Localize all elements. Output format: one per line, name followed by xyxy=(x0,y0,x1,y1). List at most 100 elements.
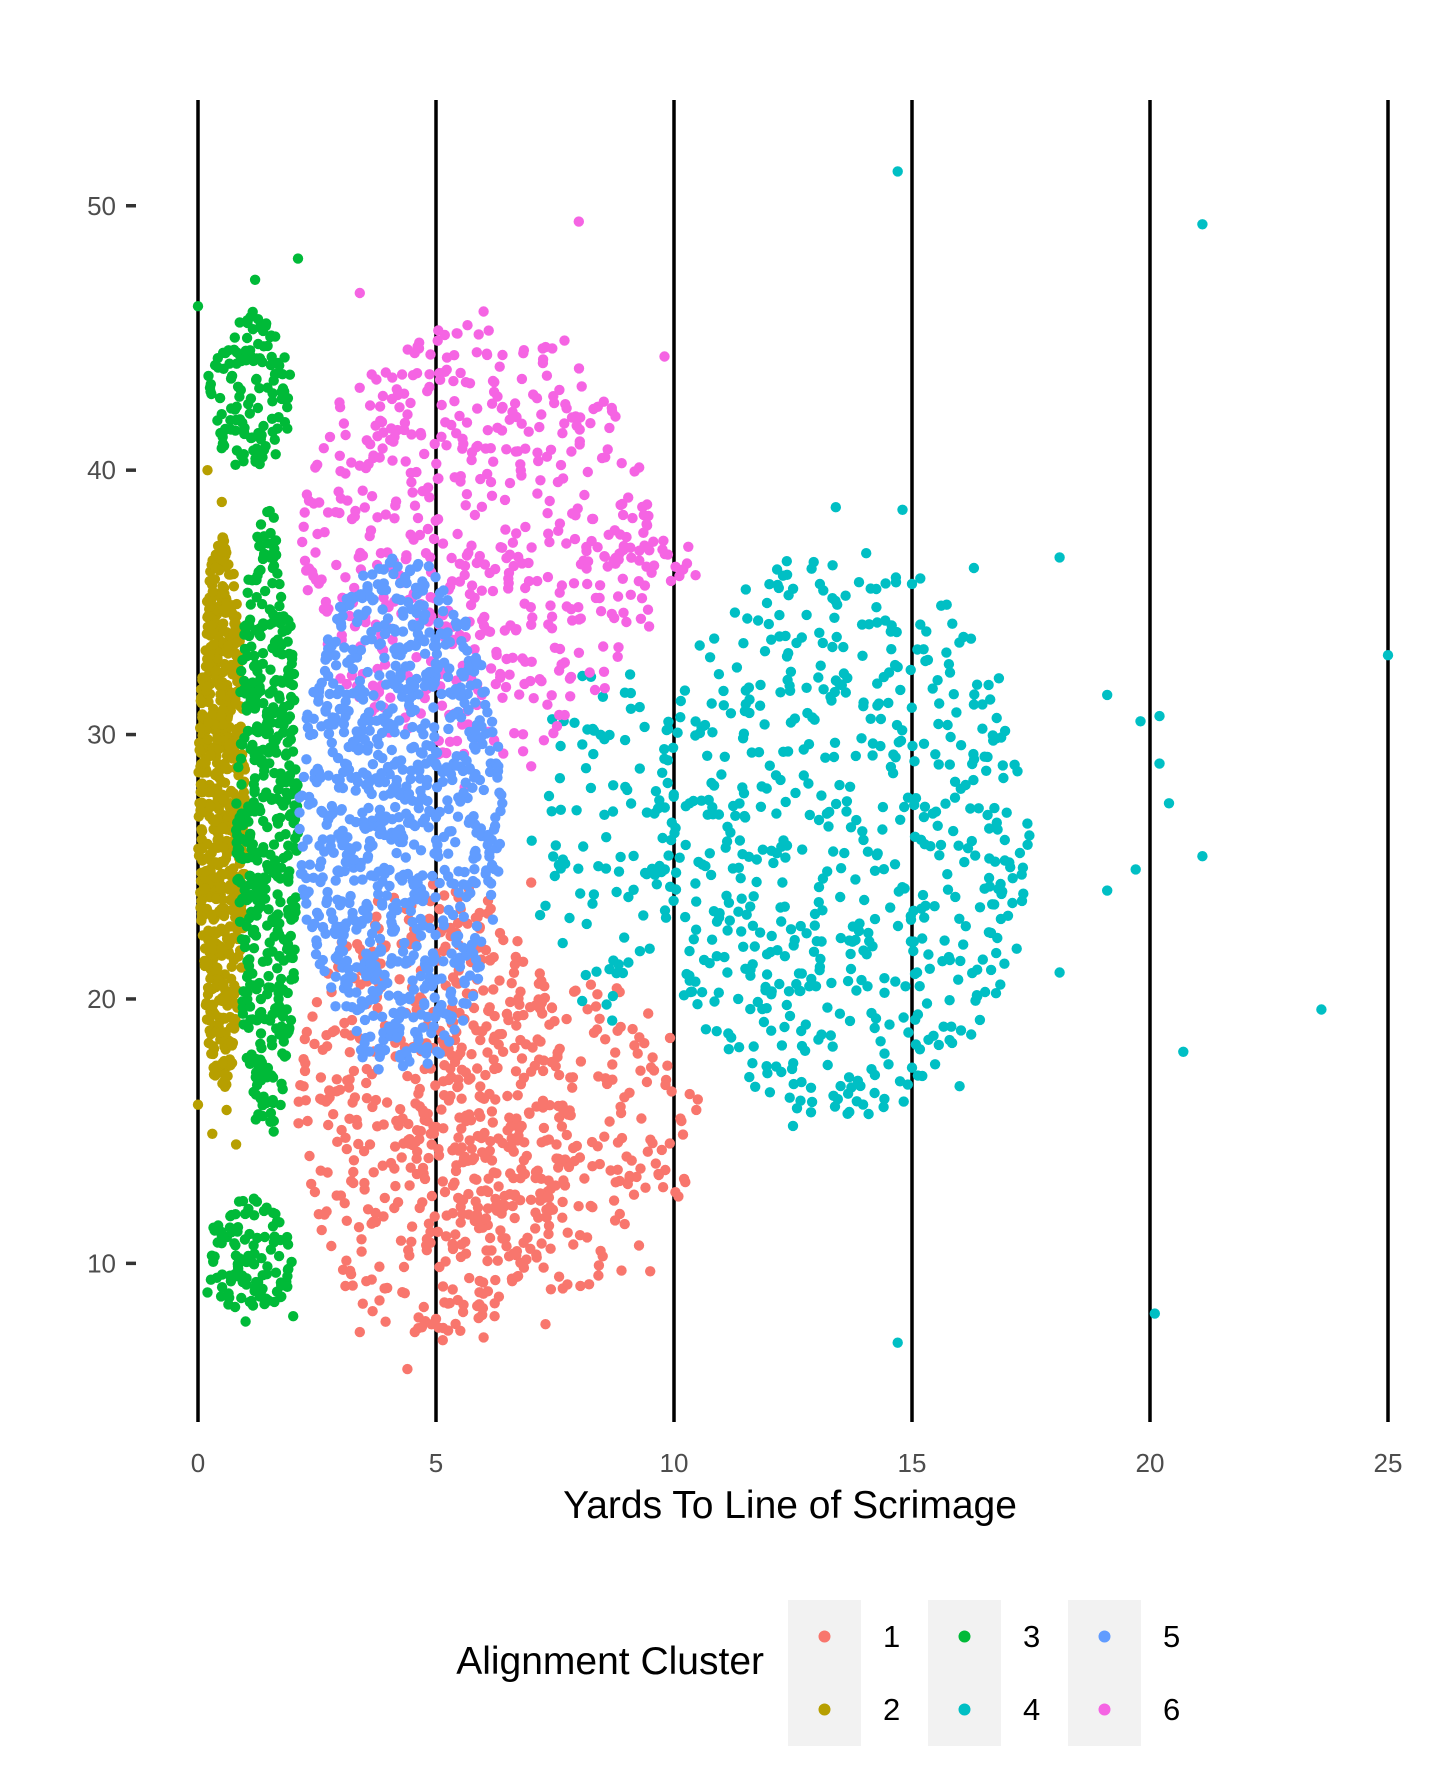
data-point xyxy=(1197,219,1208,230)
data-point xyxy=(738,941,749,952)
data-point xyxy=(494,838,506,850)
data-point xyxy=(375,638,386,649)
data-point xyxy=(886,620,897,631)
data-point xyxy=(461,1110,472,1121)
data-point xyxy=(363,707,375,718)
data-point xyxy=(282,393,294,404)
data-point xyxy=(968,562,980,574)
data-point xyxy=(259,765,270,776)
data-point xyxy=(469,772,480,783)
data-point xyxy=(509,398,521,409)
data-point xyxy=(419,680,430,692)
data-point xyxy=(670,561,681,572)
data-point xyxy=(488,984,499,995)
data-point xyxy=(667,742,679,753)
data-point xyxy=(540,1319,551,1330)
data-point xyxy=(568,1239,579,1250)
data-point xyxy=(955,955,966,967)
data-point xyxy=(202,989,214,1000)
data-point xyxy=(218,363,229,374)
data-point xyxy=(296,860,307,871)
data-point xyxy=(606,406,618,417)
data-point xyxy=(453,887,464,898)
data-point xyxy=(700,1024,712,1035)
data-point xyxy=(392,389,403,401)
data-point xyxy=(406,477,417,488)
data-point xyxy=(314,497,325,508)
data-point xyxy=(731,662,743,673)
data-point xyxy=(377,604,388,615)
data-point xyxy=(399,1008,411,1019)
data-point xyxy=(424,913,435,924)
data-point xyxy=(434,877,445,889)
data-point xyxy=(602,561,613,572)
data-point xyxy=(696,722,707,733)
data-point xyxy=(337,716,348,728)
data-point xyxy=(247,1014,258,1025)
data-point xyxy=(597,691,609,702)
data-point xyxy=(886,644,897,655)
data-point xyxy=(230,1013,241,1025)
data-point xyxy=(660,912,672,923)
data-point xyxy=(354,1326,365,1338)
data-point xyxy=(485,1136,496,1147)
data-point xyxy=(458,787,469,798)
data-point xyxy=(869,1087,880,1099)
data-point xyxy=(723,1028,734,1039)
data-point xyxy=(511,1271,523,1283)
data-point xyxy=(236,1292,247,1304)
data-point xyxy=(585,979,597,990)
data-point xyxy=(441,762,452,773)
data-point xyxy=(271,1286,283,1297)
data-point xyxy=(387,634,398,645)
data-point xyxy=(573,1201,584,1212)
data-point xyxy=(482,1047,493,1058)
data-point xyxy=(402,868,414,880)
data-point xyxy=(929,1059,941,1070)
data-point xyxy=(286,914,297,925)
data-point xyxy=(783,648,794,659)
data-point xyxy=(666,1086,677,1097)
data-point xyxy=(795,920,806,932)
data-point xyxy=(474,1275,485,1287)
data-point xyxy=(364,715,376,727)
data-point xyxy=(917,889,929,901)
data-point xyxy=(394,789,405,801)
data-point xyxy=(735,873,746,884)
data-point xyxy=(907,740,918,752)
data-point xyxy=(301,898,312,909)
data-point xyxy=(587,898,598,909)
data-point xyxy=(464,1135,475,1146)
data-point xyxy=(469,864,480,875)
data-point xyxy=(590,592,602,604)
data-point xyxy=(540,900,551,911)
data-point xyxy=(309,918,320,929)
data-point xyxy=(713,809,725,820)
data-point xyxy=(843,1072,855,1083)
data-point xyxy=(965,633,977,644)
data-point xyxy=(310,574,322,586)
data-point xyxy=(274,600,285,612)
data-point xyxy=(1022,839,1033,850)
data-point xyxy=(434,1048,445,1059)
data-point xyxy=(382,708,393,719)
data-point xyxy=(746,747,757,758)
data-point xyxy=(996,888,1007,900)
data-point xyxy=(489,1063,500,1075)
data-point xyxy=(477,1303,489,1314)
data-point xyxy=(677,1129,689,1140)
data-point xyxy=(456,1042,467,1053)
data-point xyxy=(856,733,867,744)
data-point xyxy=(678,1173,690,1185)
data-point xyxy=(259,1231,270,1243)
data-point xyxy=(374,401,386,412)
data-point xyxy=(242,587,253,598)
data-points xyxy=(192,166,1394,1375)
data-point xyxy=(341,1143,352,1155)
data-point xyxy=(915,834,927,845)
data-point xyxy=(514,689,525,700)
data-point xyxy=(594,1158,605,1170)
data-point xyxy=(300,1095,311,1106)
data-point xyxy=(290,892,301,903)
data-point xyxy=(334,402,346,413)
